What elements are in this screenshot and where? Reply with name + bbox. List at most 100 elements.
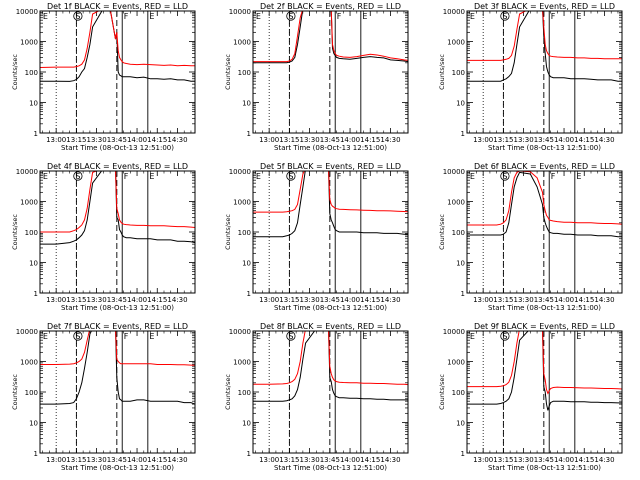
events-series-line bbox=[467, 331, 622, 411]
detector-panel-1: Det 1f BLACK = Events, RED = LLD 1 10 100 10… bbox=[11, 2, 196, 152]
panel-title: Det 3f BLACK = Events, RED = LLD bbox=[474, 2, 615, 11]
y-tick-label: 10 bbox=[242, 420, 251, 428]
x-tick-label: 13:30 bbox=[514, 136, 534, 144]
letter-marker: E bbox=[576, 172, 581, 181]
y-tick-label: 10 bbox=[29, 100, 38, 108]
letter-marker: E bbox=[362, 332, 367, 341]
x-tick-label: 13:15 bbox=[66, 456, 86, 464]
x-tick-label: 13:15 bbox=[493, 456, 513, 464]
letter-marker: S bbox=[502, 12, 507, 21]
marker-circle bbox=[286, 171, 296, 181]
x-tick-label: 13:30 bbox=[87, 296, 107, 304]
letter-marker: F bbox=[337, 12, 342, 21]
x-tick-label: 14:30 bbox=[594, 296, 614, 304]
plot-frame bbox=[39, 330, 196, 454]
x-tick-label: 13:45 bbox=[534, 136, 554, 144]
y-tick-label: 1000 bbox=[20, 359, 38, 367]
y-tick-label: 10 bbox=[242, 100, 251, 108]
marker-circle bbox=[286, 331, 296, 341]
x-axis-label: Start Time (08-Oct-13 12:51:00) bbox=[61, 464, 174, 472]
letter-marker: E bbox=[43, 332, 48, 341]
x-tick-label: 13:00 bbox=[473, 136, 493, 144]
marker-circle bbox=[286, 11, 296, 21]
lld-series-line bbox=[467, 11, 622, 61]
letter-marker: F bbox=[337, 332, 342, 341]
y-axis-label: Counts/sec bbox=[438, 374, 446, 410]
y-tick-label: 10000 bbox=[443, 328, 465, 336]
panel-title: Det 9f BLACK = Events, RED = LLD bbox=[474, 322, 615, 331]
x-tick-label: 14:15 bbox=[360, 136, 380, 144]
y-tick-label: 1000 bbox=[447, 359, 465, 367]
y-tick-label: 10000 bbox=[443, 8, 465, 16]
y-tick-label: 10000 bbox=[16, 8, 38, 16]
y-tick-label: 100 bbox=[25, 229, 38, 237]
letter-marker: E bbox=[149, 172, 154, 181]
panel-title: Det 1f BLACK = Events, RED = LLD bbox=[47, 2, 188, 11]
y-tick-label: 1 bbox=[247, 290, 251, 298]
y-axis-label: Counts/sec bbox=[11, 54, 19, 90]
marker-circle bbox=[73, 331, 83, 341]
plot-frame bbox=[252, 170, 409, 294]
y-tick-label: 1 bbox=[461, 450, 465, 458]
y-tick-label: 1000 bbox=[447, 39, 465, 47]
y-tick-label: 10 bbox=[242, 260, 251, 268]
x-tick-label: 13:00 bbox=[46, 136, 66, 144]
x-axis-label: Start Time (08-Oct-13 12:51:00) bbox=[488, 464, 601, 472]
x-tick-label: 14:15 bbox=[360, 456, 380, 464]
x-tick-label: 13:15 bbox=[279, 136, 299, 144]
x-tick-label: 14:15 bbox=[574, 136, 594, 144]
letter-marker: F bbox=[124, 172, 129, 181]
x-tick-label: 14:30 bbox=[167, 136, 187, 144]
letter-marker: S bbox=[288, 172, 293, 181]
events-series-line bbox=[40, 11, 195, 82]
x-tick-label: 13:30 bbox=[300, 136, 320, 144]
lld-series-line bbox=[253, 171, 408, 213]
marker-circle bbox=[500, 171, 510, 181]
x-tick-label: 13:15 bbox=[493, 136, 513, 144]
letter-marker: S bbox=[75, 332, 80, 341]
plot-frame bbox=[466, 330, 623, 454]
lld-series-line bbox=[40, 331, 195, 366]
letter-marker: E bbox=[43, 172, 48, 181]
x-tick-label: 13:45 bbox=[534, 296, 554, 304]
plot-frame bbox=[466, 10, 623, 134]
y-axis-label: Counts/sec bbox=[224, 214, 232, 250]
plot-frame bbox=[39, 10, 196, 134]
panel-title: Det 5f BLACK = Events, RED = LLD bbox=[260, 162, 401, 171]
x-tick-label: 13:45 bbox=[107, 456, 127, 464]
x-tick-label: 13:00 bbox=[259, 136, 279, 144]
letter-marker: F bbox=[551, 12, 556, 21]
lld-series-line bbox=[253, 331, 408, 386]
lld-series-line bbox=[40, 11, 195, 68]
x-tick-label: 14:30 bbox=[380, 296, 400, 304]
x-axis-label: Start Time (08-Oct-13 12:51:00) bbox=[274, 304, 387, 312]
panel-title: Det 6f BLACK = Events, RED = LLD bbox=[474, 162, 615, 171]
y-tick-label: 10 bbox=[29, 260, 38, 268]
x-axis-label: Start Time (08-Oct-13 12:51:00) bbox=[488, 144, 601, 152]
y-tick-label: 100 bbox=[238, 229, 251, 237]
lld-series-line bbox=[467, 331, 622, 395]
letter-marker: E bbox=[362, 172, 367, 181]
x-tick-label: 13:45 bbox=[107, 296, 127, 304]
letter-marker: E bbox=[470, 12, 475, 21]
y-tick-label: 10 bbox=[456, 260, 465, 268]
events-series-line bbox=[253, 11, 408, 64]
y-tick-label: 100 bbox=[452, 389, 465, 397]
x-tick-label: 13:30 bbox=[300, 456, 320, 464]
y-tick-label: 10 bbox=[29, 420, 38, 428]
letter-marker: E bbox=[576, 332, 581, 341]
x-axis-label: Start Time (08-Oct-13 12:51:00) bbox=[274, 464, 387, 472]
x-tick-label: 13:00 bbox=[259, 296, 279, 304]
lld-series-line bbox=[467, 171, 622, 226]
x-tick-label: 14:15 bbox=[574, 296, 594, 304]
y-tick-label: 1000 bbox=[233, 359, 251, 367]
y-tick-label: 10 bbox=[456, 100, 465, 108]
x-tick-label: 13:00 bbox=[46, 456, 66, 464]
y-tick-label: 1 bbox=[461, 290, 465, 298]
x-tick-label: 13:45 bbox=[320, 456, 340, 464]
y-tick-label: 100 bbox=[25, 69, 38, 77]
letter-marker: S bbox=[75, 12, 80, 21]
letter-marker: S bbox=[502, 172, 507, 181]
letter-marker: F bbox=[124, 12, 129, 21]
